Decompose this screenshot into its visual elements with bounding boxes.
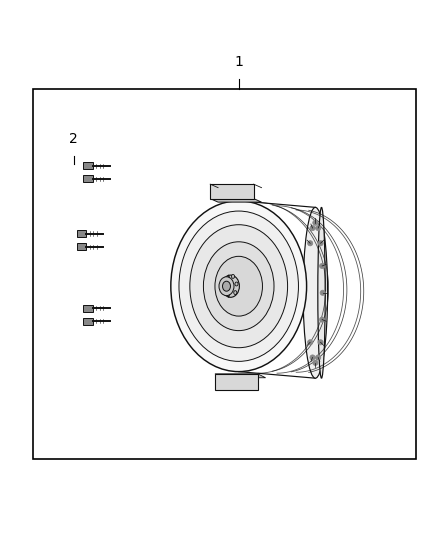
Circle shape (320, 263, 325, 269)
Circle shape (310, 225, 315, 231)
Ellipse shape (231, 274, 235, 278)
Circle shape (307, 240, 313, 246)
Bar (83, 318, 93, 325)
Circle shape (318, 240, 323, 246)
Bar (83, 162, 93, 169)
Ellipse shape (203, 242, 274, 330)
Ellipse shape (190, 225, 288, 348)
Polygon shape (210, 184, 254, 199)
Ellipse shape (227, 275, 230, 297)
Ellipse shape (234, 290, 237, 295)
Ellipse shape (179, 211, 298, 361)
Circle shape (313, 360, 318, 366)
Ellipse shape (219, 277, 234, 296)
Bar (33, 89, 416, 459)
Polygon shape (215, 374, 258, 390)
Circle shape (320, 317, 325, 322)
Ellipse shape (223, 281, 230, 291)
Circle shape (313, 220, 318, 225)
Text: 1: 1 (234, 54, 243, 69)
Bar (77, 230, 86, 237)
Circle shape (310, 355, 315, 360)
Bar (83, 175, 93, 182)
Circle shape (307, 340, 313, 345)
Polygon shape (215, 374, 265, 378)
Circle shape (320, 290, 325, 295)
Circle shape (318, 340, 323, 345)
Ellipse shape (222, 275, 240, 297)
Ellipse shape (215, 256, 262, 316)
Ellipse shape (235, 282, 238, 286)
Polygon shape (210, 199, 261, 202)
Ellipse shape (318, 207, 325, 378)
Ellipse shape (171, 201, 307, 372)
Circle shape (315, 225, 321, 231)
Text: 2: 2 (69, 132, 78, 146)
Ellipse shape (303, 207, 328, 378)
Bar (77, 243, 86, 251)
Circle shape (315, 355, 321, 360)
Bar (83, 304, 93, 312)
